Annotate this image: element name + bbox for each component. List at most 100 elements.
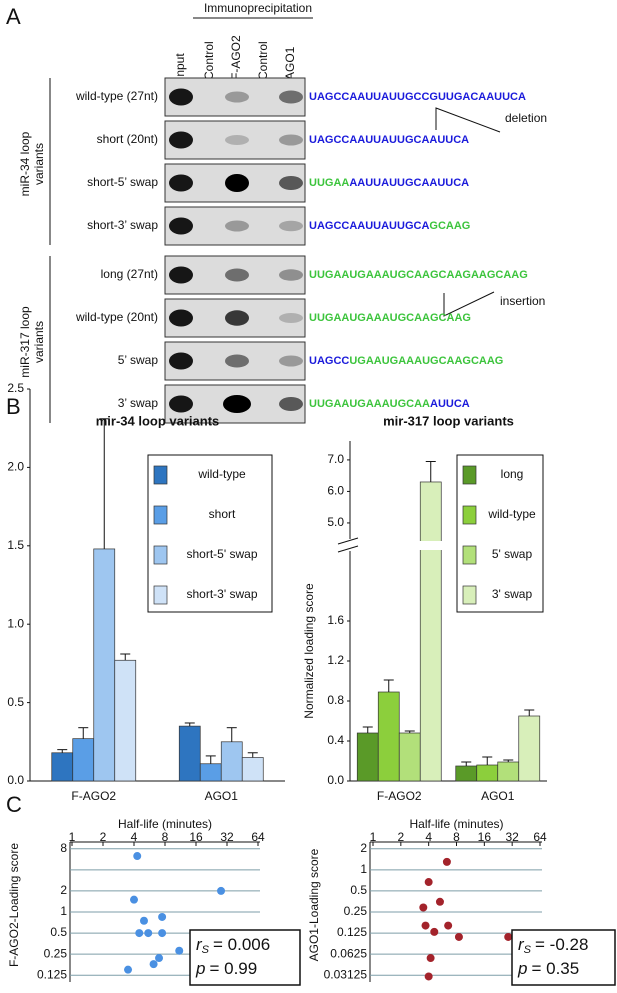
bar [220, 741, 243, 782]
stat-p: p = 0.35 [517, 959, 579, 978]
sequence: UAGCCAAUUAUUGCAGCAAG [309, 220, 470, 232]
band [169, 266, 193, 284]
x-tick-label: F-AGO2 [377, 789, 422, 803]
point [444, 921, 453, 930]
point [149, 960, 158, 969]
y-tick-label: 1.5 [7, 538, 24, 552]
bar [199, 763, 222, 782]
y-tick-label: 0.25 [344, 904, 368, 918]
x-tick-label: 16 [189, 830, 203, 844]
legend-box [147, 454, 273, 613]
legend-swatch [153, 585, 168, 605]
row-label: 3’ swap [118, 396, 159, 410]
band [279, 397, 303, 411]
stat-r: rS = 0.006 [196, 935, 270, 955]
y-tick-label: 7.0 [327, 452, 344, 466]
band [225, 268, 249, 282]
lane-label: Control [256, 41, 270, 80]
point [139, 916, 148, 925]
point [442, 857, 451, 866]
legend-label: 5' swap [492, 547, 533, 561]
stat-value: = 0.006 [213, 935, 270, 954]
stat-symbol: p [195, 959, 205, 978]
band [169, 217, 193, 235]
lane-label: Input [173, 53, 187, 80]
lane-label: AGO1 [283, 46, 297, 80]
bar [518, 715, 541, 782]
band [225, 174, 249, 192]
point [155, 954, 164, 963]
stat-p: p = 0.99 [195, 959, 257, 978]
band [225, 354, 249, 368]
sequence: UUGAAUGAAAUGCAAGCAAG [309, 312, 471, 324]
lane-label: Control [202, 41, 216, 80]
legend-swatch [462, 465, 477, 485]
band [225, 91, 249, 103]
bar [476, 764, 499, 782]
stats-box [511, 929, 616, 986]
x-tick-label: AGO1 [205, 789, 239, 803]
point [419, 903, 428, 912]
y-tick-label: 8 [60, 841, 67, 855]
bar [51, 752, 74, 782]
sequence-segment: UUGAA [309, 177, 349, 189]
sequence: UAGCCAAUUAUUGCAAUUCA [309, 134, 469, 146]
point [217, 886, 226, 895]
y-axis-label: Normalized loading score [302, 583, 316, 719]
legend-label: short [209, 507, 236, 521]
y-tick-label: 0.5 [7, 695, 24, 709]
sequence: UUGAAAAUUAUUGCAAUUCA [309, 177, 469, 189]
legend-label: 3' swap [492, 587, 533, 601]
y-tick-label: 2 [60, 883, 67, 897]
bar [356, 732, 379, 782]
y-tick-label: 2.5 [7, 381, 24, 395]
sequence-segment: UGAAUGAAAUGCAAGCAAG [349, 355, 503, 367]
y-tick-label: 0.03125 [324, 967, 368, 981]
band [279, 269, 303, 281]
x-tick-label: F-AGO2 [71, 789, 116, 803]
point [133, 852, 142, 861]
point [124, 965, 133, 974]
legend-swatch [153, 465, 168, 485]
band [279, 355, 303, 367]
stat-symbol: r [518, 935, 525, 954]
y-tick-label: 1.0 [7, 616, 24, 630]
annotation: insertion [500, 294, 545, 308]
stat-value: = 0.99 [209, 959, 257, 978]
x-tick-label: 16 [478, 830, 492, 844]
sequence: UAGCCUGAAUGAAAUGCAAGCAAG [309, 355, 503, 367]
band [279, 220, 303, 232]
bar [419, 481, 442, 782]
axis-break [330, 541, 552, 550]
y-tick-label: 2 [360, 841, 367, 855]
band [169, 174, 193, 192]
y-tick-label: 0.0 [7, 773, 24, 787]
y-tick-label: 0.125 [337, 925, 367, 939]
lane-label: F-AGO2 [229, 35, 243, 80]
sequence-segment: UAGCCAAUUAUUGCAAUUCA [309, 134, 469, 146]
band [223, 395, 251, 413]
panel-label: C [6, 792, 22, 817]
x-tick-label: 1 [69, 830, 76, 844]
bar [398, 732, 421, 782]
point [430, 927, 439, 936]
x-tick-label: 4 [131, 830, 138, 844]
point [424, 878, 433, 887]
point [175, 946, 184, 955]
row-label: long (27nt) [101, 267, 158, 281]
y-tick-label: 0.5 [50, 925, 67, 939]
y-tick-label: 0.4 [327, 733, 344, 747]
bar [72, 738, 95, 782]
y-tick-label: 1 [60, 904, 67, 918]
sequence-segment: AAUUAUUGCAAUUCA [349, 177, 469, 189]
bar [377, 691, 400, 782]
sequence: UUGAAUGAAAUGCAAGCAAGAAGCAAG [309, 269, 528, 281]
point [158, 929, 167, 938]
legend-label: short-5' swap [187, 547, 258, 561]
legend-label: wild-type [197, 467, 246, 481]
ip-header: Immunoprecipitation [204, 1, 312, 15]
band [225, 310, 249, 326]
point [158, 912, 167, 921]
bar [114, 659, 137, 782]
row-label: short-3’ swap [87, 218, 158, 232]
